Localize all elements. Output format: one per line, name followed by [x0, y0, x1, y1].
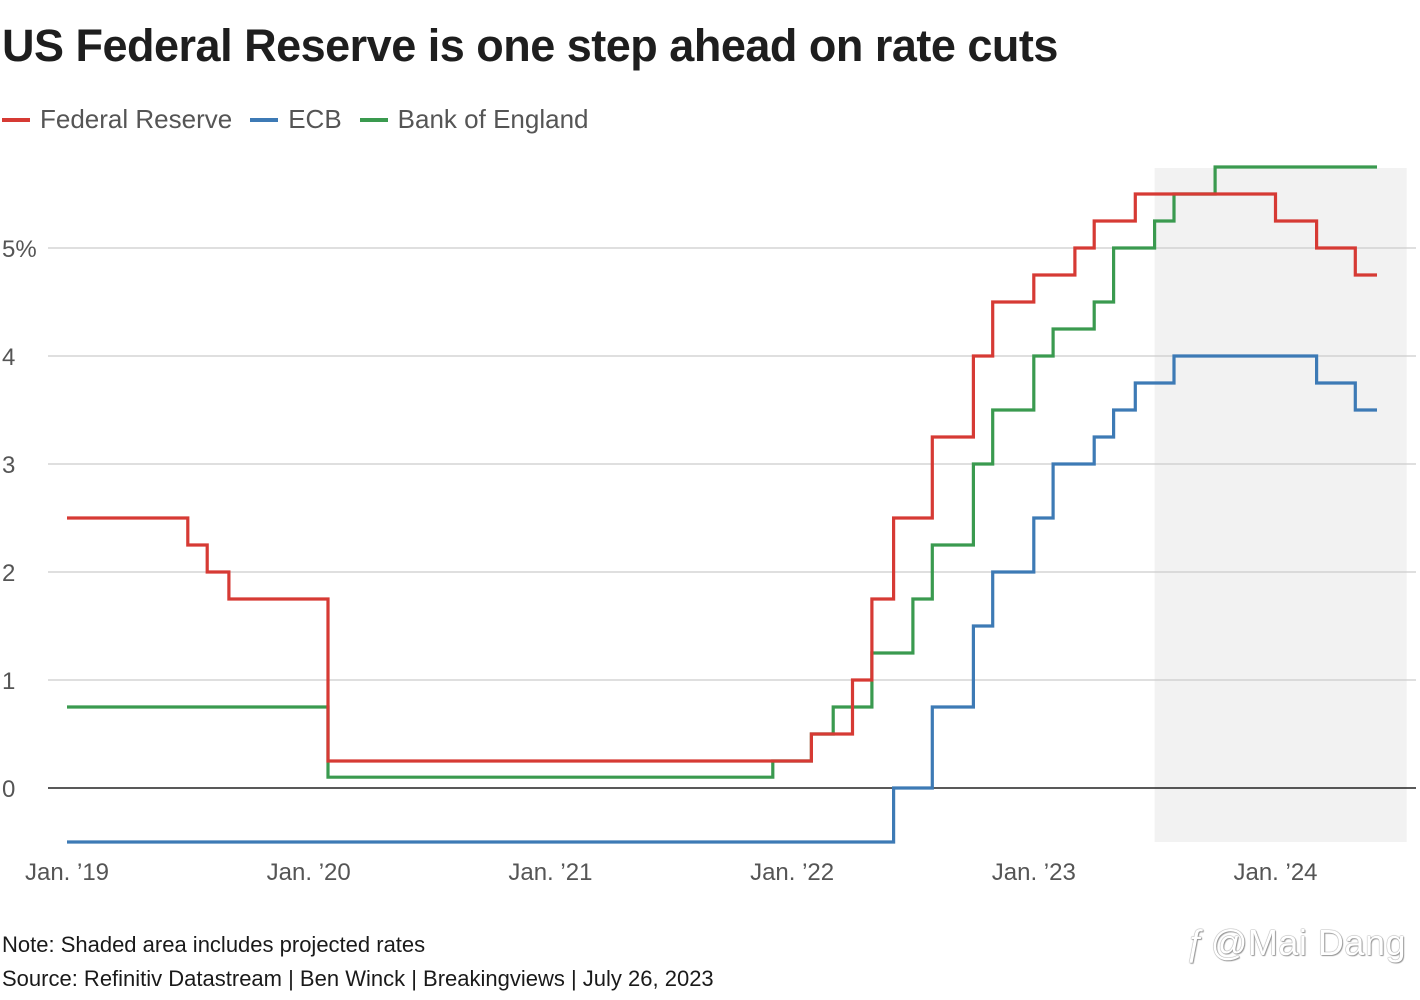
legend-label-federal-reserve: Federal Reserve — [40, 104, 233, 134]
legend-swatch-federal-reserve — [2, 117, 30, 122]
y-tick-label: 3 — [2, 452, 15, 479]
y-tick-label: 2 — [2, 560, 15, 587]
x-tick-label: Jan. ’24 — [1233, 859, 1317, 886]
rate-chart: 0 1 2 3 4 5% Jan. ’19 Jan. ’20 Jan. ’21 Jan. ’22… — [2, 165, 1416, 886]
legend-item-ecb: ECB — [250, 104, 342, 135]
x-tick-label: Jan. ’23 — [992, 859, 1076, 886]
legend-label-ecb: ECB — [288, 104, 342, 134]
y-tick-label: 0 — [2, 776, 15, 803]
chart-note: Note: Shaded area includes projected rat… — [2, 932, 426, 957]
x-tick-label: Jan. ’19 — [25, 859, 109, 886]
legend: Federal Reserve ECB Bank of England — [2, 104, 588, 135]
x-tick-labels: Jan. ’19 Jan. ’20 Jan. ’21 Jan. ’22 Jan. ’23… — [25, 859, 1318, 886]
legend-swatch-bank-of-england — [359, 117, 388, 122]
series-line-ecb — [67, 354, 1377, 844]
y-tick-label: 5% — [2, 236, 37, 263]
x-tick-label: Jan. ’22 — [750, 859, 834, 886]
legend-item-bank-of-england: Bank of England — [359, 104, 589, 135]
legend-swatch-ecb — [250, 117, 279, 122]
y-tick-label: 4 — [2, 344, 15, 371]
y-tick-labels: 0 1 2 3 4 5% — [2, 236, 37, 803]
chart-title: US Federal Reserve is one step ahead on … — [2, 20, 1058, 71]
watermark: ƒ @Mai Dang — [1184, 922, 1406, 964]
zhihu-logo-icon: ƒ — [1184, 922, 1205, 963]
watermark-text: @Mai Dang — [1210, 922, 1406, 963]
series-layer — [67, 165, 1377, 844]
grid-layer — [48, 247, 1416, 789]
x-tick-label: Jan. ’20 — [267, 859, 351, 886]
x-tick-label: Jan. ’21 — [508, 859, 592, 886]
legend-label-bank-of-england: Bank of England — [397, 104, 589, 134]
series-line-federal-reserve — [67, 192, 1377, 763]
projection-shade — [1154, 168, 1407, 842]
y-tick-label: 1 — [2, 668, 15, 695]
projection-shade-layer — [1154, 168, 1407, 842]
chart-source: Source: Refinitiv Datastream | Ben Winck… — [2, 966, 714, 991]
legend-item-federal-reserve: Federal Reserve — [2, 104, 232, 135]
